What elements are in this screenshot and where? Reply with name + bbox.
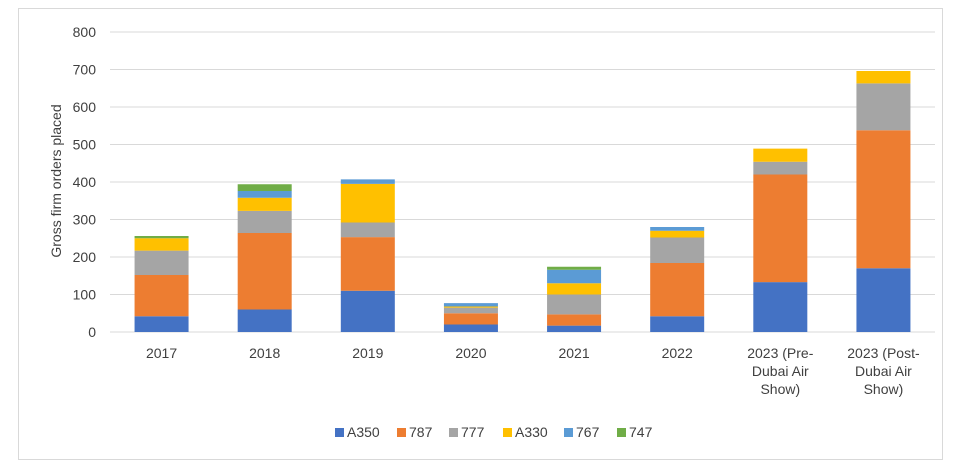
x-tick-label: 2017 xyxy=(146,345,177,361)
x-tick-label-line: 2021 xyxy=(558,345,589,361)
bar-a330-4 xyxy=(547,283,602,295)
y-tick-label: 800 xyxy=(73,24,97,40)
x-tick-label-line: Dubai Air xyxy=(752,363,809,379)
bar-a350-5 xyxy=(650,316,705,332)
bar-787-6 xyxy=(753,174,808,283)
y-tick-label: 100 xyxy=(73,287,97,303)
bar-a330-6 xyxy=(753,148,808,162)
bar-787-5 xyxy=(650,263,705,317)
bar-777-7 xyxy=(856,83,911,131)
x-tick-label-line: Show) xyxy=(864,381,904,397)
bar-777-4 xyxy=(547,294,602,315)
bar-a350-3 xyxy=(443,324,498,332)
x-tick-label-line: Show) xyxy=(760,381,800,397)
bar-a330-5 xyxy=(650,230,705,238)
bar-767-2 xyxy=(340,179,395,184)
legend-swatch-767 xyxy=(564,428,573,437)
legend-label-777: 777 xyxy=(461,424,485,440)
legend-swatch-747 xyxy=(617,428,626,437)
bar-767-5 xyxy=(650,227,705,231)
bar-767-3 xyxy=(443,303,498,307)
x-tick-label-line: 2020 xyxy=(455,345,486,361)
y-tick-label: 500 xyxy=(73,137,97,153)
x-tick-label: 2023 (Pre- Dubai Air Show) xyxy=(747,345,813,397)
legend-swatch-a350 xyxy=(335,428,344,437)
gridlines xyxy=(110,31,935,333)
bar-767-4 xyxy=(547,269,602,284)
bar-a330-1 xyxy=(237,197,292,211)
bar-787-0 xyxy=(134,275,189,317)
y-axis-title: Gross firm orders placed xyxy=(48,104,64,257)
bar-747-1 xyxy=(237,184,292,191)
y-tick-label: 200 xyxy=(73,249,97,265)
bar-777-5 xyxy=(650,237,705,263)
bar-a330-0 xyxy=(134,238,189,251)
y-tick-label: 300 xyxy=(73,212,97,228)
bar-a330-2 xyxy=(340,183,395,223)
bar-787-1 xyxy=(237,233,292,310)
legend-label-747: 747 xyxy=(629,424,653,440)
bar-a350-1 xyxy=(237,309,292,332)
legend: A350 787 777 A330 767 747 xyxy=(335,424,653,440)
bar-777-0 xyxy=(134,250,189,275)
x-tick-label-line: 2022 xyxy=(662,345,693,361)
bar-767-1 xyxy=(237,191,292,198)
bar-777-6 xyxy=(753,161,808,175)
x-tick-label-line: 2023 (Pre- xyxy=(747,345,813,361)
x-tick-label: 2021 xyxy=(558,345,589,361)
x-tick-labels: 2017 2018 2019 2020 2021 2022 2023 (Pre- Dubai … xyxy=(146,345,920,397)
x-tick-label: 2018 xyxy=(249,345,280,361)
bar-a350-0 xyxy=(134,316,189,332)
x-tick-label-line: 2019 xyxy=(352,345,383,361)
y-tick-label: 400 xyxy=(73,174,97,190)
y-tick-labels: 0 100 200 300 400 500 600 700 800 xyxy=(73,24,97,340)
bars xyxy=(134,71,911,332)
x-tick-label: 2023 (Post- Dubai Air Show) xyxy=(847,345,920,397)
x-tick-label: 2020 xyxy=(455,345,486,361)
bar-777-2 xyxy=(340,222,395,238)
x-tick-label-line: 2023 (Post- xyxy=(847,345,920,361)
bar-a330-7 xyxy=(856,71,911,84)
x-tick-label: 2019 xyxy=(352,345,383,361)
y-tick-label: 700 xyxy=(73,62,97,78)
bar-787-4 xyxy=(547,314,602,326)
legend-swatch-777 xyxy=(449,428,458,437)
bar-747-4 xyxy=(547,266,602,270)
legend-label-a350: A350 xyxy=(347,424,380,440)
legend-label-a330: A330 xyxy=(515,424,548,440)
bar-a330-3 xyxy=(443,306,498,308)
legend-swatch-787 xyxy=(397,428,406,437)
x-tick-label-line: Dubai Air xyxy=(855,363,912,379)
bar-787-3 xyxy=(443,313,498,325)
bar-777-3 xyxy=(443,307,498,314)
legend-swatch-a330 xyxy=(503,428,512,437)
x-tick-label: 2022 xyxy=(662,345,693,361)
bar-a350-7 xyxy=(856,268,911,332)
bar-787-2 xyxy=(340,237,395,291)
bar-a350-4 xyxy=(547,325,602,332)
x-tick-label-line: 2018 xyxy=(249,345,280,361)
chart-frame xyxy=(18,8,943,460)
legend-label-787: 787 xyxy=(409,424,433,440)
x-tick-label-line: 2017 xyxy=(146,345,177,361)
bar-a350-2 xyxy=(340,290,395,332)
legend-label-767: 767 xyxy=(576,424,600,440)
y-tick-label: 600 xyxy=(73,99,97,115)
bar-777-1 xyxy=(237,210,292,233)
bar-747-0 xyxy=(134,236,189,239)
y-tick-label: 0 xyxy=(88,324,96,340)
bar-787-7 xyxy=(856,130,911,269)
bar-a350-6 xyxy=(753,282,808,332)
